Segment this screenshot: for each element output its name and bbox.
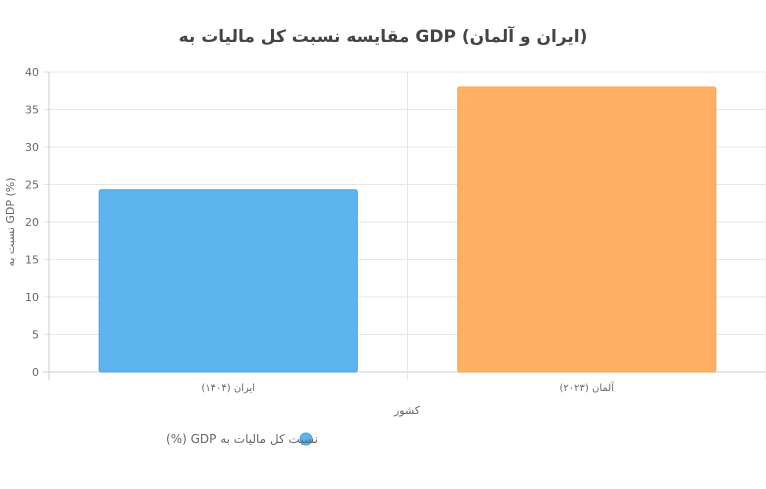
x-tick-label: ایران (۱۴۰۴): [201, 383, 255, 394]
y-tick-label: 25: [25, 179, 39, 192]
y-tick-label: 20: [25, 216, 39, 229]
y-tick-label: 5: [32, 329, 39, 342]
y-tick-label: 15: [25, 254, 39, 267]
bar[interactable]: [457, 86, 717, 373]
y-tick-label: 35: [25, 104, 39, 117]
y-tick-label: 30: [25, 141, 39, 154]
y-axis-title: نسبت به GDP (%): [4, 177, 17, 266]
y-tick-label: 0: [32, 366, 39, 379]
legend-label: نسبت کل مالیات به GDP (%): [166, 432, 318, 446]
y-tick-label: 40: [25, 66, 39, 79]
y-tick-label: 10: [25, 291, 39, 304]
x-axis-title: کشور: [393, 404, 421, 417]
chart-title: مقایسه نسبت کل مالیات به GDP (ایران و آل…: [179, 25, 588, 47]
legend-swatch: [299, 432, 313, 446]
bars: [98, 86, 717, 373]
x-tick-label: آلمان (۲۰۲۳): [560, 381, 616, 394]
legend[interactable]: نسبت کل مالیات به GDP (%): [166, 432, 318, 446]
bar[interactable]: [98, 189, 358, 373]
axes: 0 5 10 15 20 25 30 35 40 ایران (۱۴۰۴) آلمان (۲۰۲۳): [25, 66, 615, 394]
